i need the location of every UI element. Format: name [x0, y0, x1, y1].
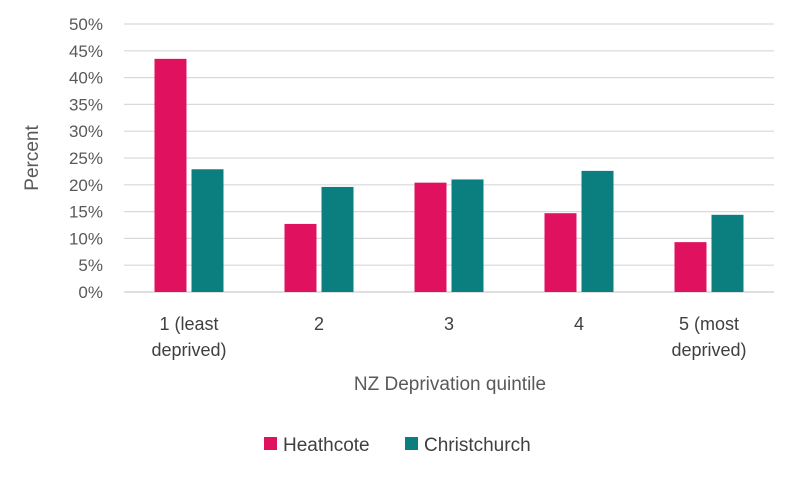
bar-christchurch-2	[321, 186, 354, 292]
bars	[154, 58, 744, 293]
x-category-label: 4	[574, 314, 584, 334]
y-axis-tick-labels: 0% 5% 10% 15% 20% 25% 30% 35% 40% 45% 50%	[69, 15, 103, 302]
x-category-label: 3	[444, 314, 454, 334]
y-tick-label: 20%	[69, 176, 103, 195]
legend-label-christchurch: Christchurch	[424, 435, 531, 456]
bar-christchurch-5	[711, 214, 744, 292]
bar-christchurch-1	[191, 169, 224, 292]
bar-heathcote-2	[284, 223, 317, 292]
bar-christchurch-3	[451, 179, 484, 292]
x-axis-category-labels: 1 (least deprived) 2 3 4 5 (most deprived)	[151, 314, 746, 360]
y-tick-label: 10%	[69, 229, 103, 248]
y-tick-label: 45%	[69, 42, 103, 61]
y-tick-label: 0%	[78, 283, 103, 302]
bar-heathcote-5	[674, 242, 707, 292]
y-tick-label: 35%	[69, 95, 103, 114]
legend-swatch-heathcote	[264, 437, 277, 450]
y-tick-label: 30%	[69, 122, 103, 141]
y-tick-label: 50%	[69, 15, 103, 34]
bar-christchurch-4	[581, 170, 614, 292]
y-axis-title: Percent	[22, 125, 43, 191]
gridlines	[124, 23, 774, 293]
x-category-label: 2	[314, 314, 324, 334]
x-axis-title: NZ Deprivation quintile	[354, 374, 546, 395]
legend-label-heathcote: Heathcote	[283, 435, 370, 456]
y-tick-label: 40%	[69, 69, 103, 88]
legend-swatch-christchurch	[405, 437, 418, 450]
y-tick-label: 15%	[69, 203, 103, 222]
legend: Heathcote Christchurch	[264, 435, 531, 456]
bar-heathcote-4	[544, 213, 577, 292]
y-tick-label: 5%	[78, 256, 103, 275]
bar-heathcote-1	[154, 58, 187, 293]
bar-heathcote-3	[414, 182, 447, 292]
y-tick-label: 25%	[69, 149, 103, 168]
x-category-label: 5 (most deprived)	[671, 314, 746, 360]
x-category-label: 1 (least deprived)	[151, 314, 226, 360]
